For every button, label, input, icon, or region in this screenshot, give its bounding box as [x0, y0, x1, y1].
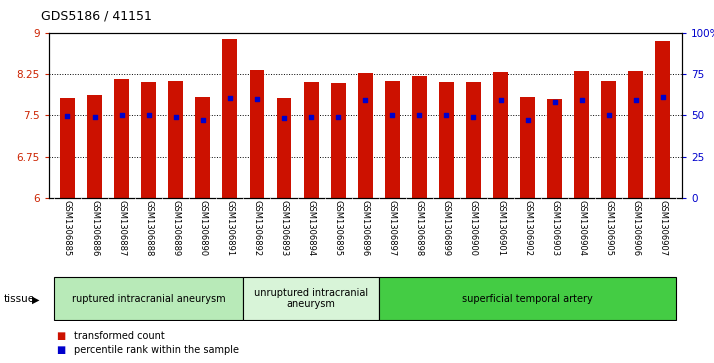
Bar [303, 82, 318, 198]
Bar [466, 82, 481, 198]
Bar [141, 82, 156, 198]
Bar [378, 277, 676, 320]
Text: GSM1306903: GSM1306903 [550, 200, 559, 256]
Bar [521, 97, 535, 198]
Point [657, 94, 668, 100]
Point [630, 97, 642, 103]
Point [116, 113, 127, 118]
Bar [385, 81, 400, 198]
Bar [243, 277, 378, 320]
Point [89, 114, 100, 120]
Text: GSM1306897: GSM1306897 [388, 200, 397, 256]
Text: GSM1306887: GSM1306887 [117, 200, 126, 257]
Bar [358, 73, 373, 198]
Text: percentile rank within the sample: percentile rank within the sample [74, 345, 238, 355]
Text: GSM1306891: GSM1306891 [226, 200, 234, 256]
Point [333, 115, 344, 121]
Bar [547, 99, 562, 198]
Bar [249, 70, 264, 198]
Text: ■: ■ [56, 331, 65, 341]
Text: GSM1306888: GSM1306888 [144, 200, 154, 257]
Bar [655, 41, 670, 198]
Bar [628, 71, 643, 198]
Point [495, 97, 506, 103]
Text: GSM1306894: GSM1306894 [306, 200, 316, 256]
Bar [196, 97, 210, 198]
Point [360, 97, 371, 103]
Point [522, 117, 533, 123]
Text: GSM1306892: GSM1306892 [253, 200, 261, 256]
Point [143, 113, 154, 118]
Point [251, 97, 263, 102]
Point [549, 99, 560, 105]
Point [603, 113, 615, 118]
Text: unruptured intracranial
aneurysm: unruptured intracranial aneurysm [254, 288, 368, 309]
Point [576, 97, 588, 103]
Text: GSM1306895: GSM1306895 [333, 200, 343, 256]
Text: ■: ■ [56, 345, 65, 355]
Point [278, 115, 290, 121]
Text: GSM1306906: GSM1306906 [631, 200, 640, 256]
Bar [412, 76, 427, 198]
Point [441, 113, 452, 118]
Text: GSM1306898: GSM1306898 [415, 200, 424, 256]
Text: ruptured intracranial aneurysm: ruptured intracranial aneurysm [72, 294, 226, 303]
Point [468, 115, 479, 121]
Text: GSM1306896: GSM1306896 [361, 200, 370, 256]
Point [197, 117, 208, 123]
Bar [223, 39, 237, 198]
Text: tissue: tissue [4, 294, 35, 305]
Text: GSM1306901: GSM1306901 [496, 200, 505, 256]
Text: transformed count: transformed count [74, 331, 164, 341]
Bar [439, 82, 454, 198]
Text: GSM1306885: GSM1306885 [63, 200, 72, 256]
Point [224, 95, 236, 101]
Text: GSM1306899: GSM1306899 [442, 200, 451, 256]
Text: superficial temporal artery: superficial temporal artery [462, 294, 593, 303]
Point [306, 114, 317, 120]
Text: GSM1306904: GSM1306904 [577, 200, 586, 256]
Text: GSM1306889: GSM1306889 [171, 200, 180, 256]
Bar [493, 72, 508, 198]
Point [62, 114, 74, 119]
Bar [601, 81, 616, 198]
Text: GSM1306886: GSM1306886 [90, 200, 99, 257]
Text: ▶: ▶ [32, 294, 39, 305]
Text: GSM1306905: GSM1306905 [604, 200, 613, 256]
Bar [54, 277, 243, 320]
Bar [331, 83, 346, 198]
Point [413, 113, 425, 118]
Text: GSM1306893: GSM1306893 [279, 200, 288, 256]
Point [386, 113, 398, 118]
Bar [114, 79, 129, 198]
Text: GSM1306900: GSM1306900 [469, 200, 478, 256]
Bar [87, 95, 102, 198]
Text: GSM1306907: GSM1306907 [658, 200, 668, 256]
Bar [169, 81, 183, 198]
Text: GDS5186 / 41151: GDS5186 / 41151 [41, 9, 152, 22]
Bar [574, 71, 589, 198]
Text: GSM1306902: GSM1306902 [523, 200, 532, 256]
Text: GSM1306890: GSM1306890 [198, 200, 207, 256]
Bar [276, 98, 291, 198]
Bar [60, 98, 75, 198]
Point [170, 115, 181, 121]
